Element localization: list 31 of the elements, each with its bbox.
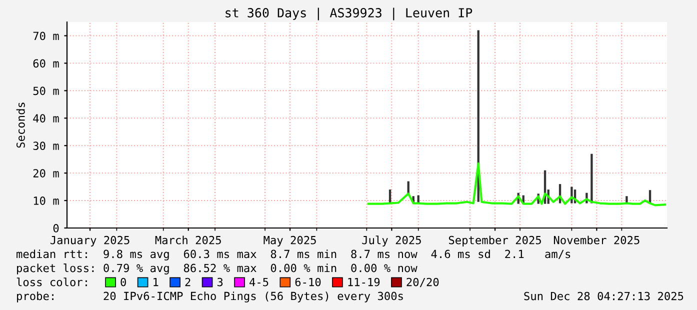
legend-label: 20/20 bbox=[406, 278, 439, 288]
x-tick-label: September 2025 bbox=[448, 236, 541, 246]
legend-label: 4-5 bbox=[250, 278, 268, 286]
y-tick-label: 20 m bbox=[33, 169, 59, 178]
bar bbox=[590, 154, 593, 204]
legend-label: 1 bbox=[154, 278, 158, 286]
legend-label: 11-19 bbox=[348, 278, 380, 286]
x-tick-label: November 2025 bbox=[554, 236, 640, 244]
legend-label: 0 bbox=[120, 278, 126, 286]
legend-label: 2 bbox=[185, 278, 190, 286]
legend-title: loss color: bbox=[16, 278, 87, 286]
y-tick-label: 60 m bbox=[33, 59, 59, 68]
text: packet loss: 0.79 % avg 86.52 % max 0.00 % min 0.00 % now bbox=[17, 264, 418, 274]
text: Sun Dec 28 04:27:13 2025 bbox=[524, 292, 684, 300]
line-series bbox=[367, 162, 666, 206]
text: probe: 20 IPv6-ICMP Echo Pings (56 Bytes) every 300s bbox=[17, 292, 403, 302]
legend-label: 6-10 bbox=[295, 278, 321, 286]
y-tick-label: 40 m bbox=[33, 114, 59, 123]
y-tick-label: 0 bbox=[53, 224, 59, 232]
text: median rtt: 9.8 ms avg 60.3 ms max 8.7 ms min 8.7 ms now 4.6 ms sd 2.1 am/s bbox=[16, 250, 570, 260]
x-tick-label: January 2025 bbox=[50, 236, 130, 246]
y-tick-label: 10 m bbox=[34, 196, 59, 205]
chart-title: st 360 Days | AS39923 | Leuven IP bbox=[226, 8, 472, 20]
legend-label: 3 bbox=[217, 278, 223, 286]
x-tick-label: July 2025 bbox=[362, 236, 421, 246]
y-tick-label: 50 m bbox=[33, 86, 59, 96]
y-tick-label: 70 m bbox=[33, 32, 59, 40]
y-tick-label: 30 m bbox=[33, 142, 59, 150]
x-tick-label: May 2025 bbox=[264, 236, 316, 246]
y-axis-title: Seconds bbox=[16, 102, 25, 148]
x-tick-label: March 2025 bbox=[155, 236, 221, 244]
